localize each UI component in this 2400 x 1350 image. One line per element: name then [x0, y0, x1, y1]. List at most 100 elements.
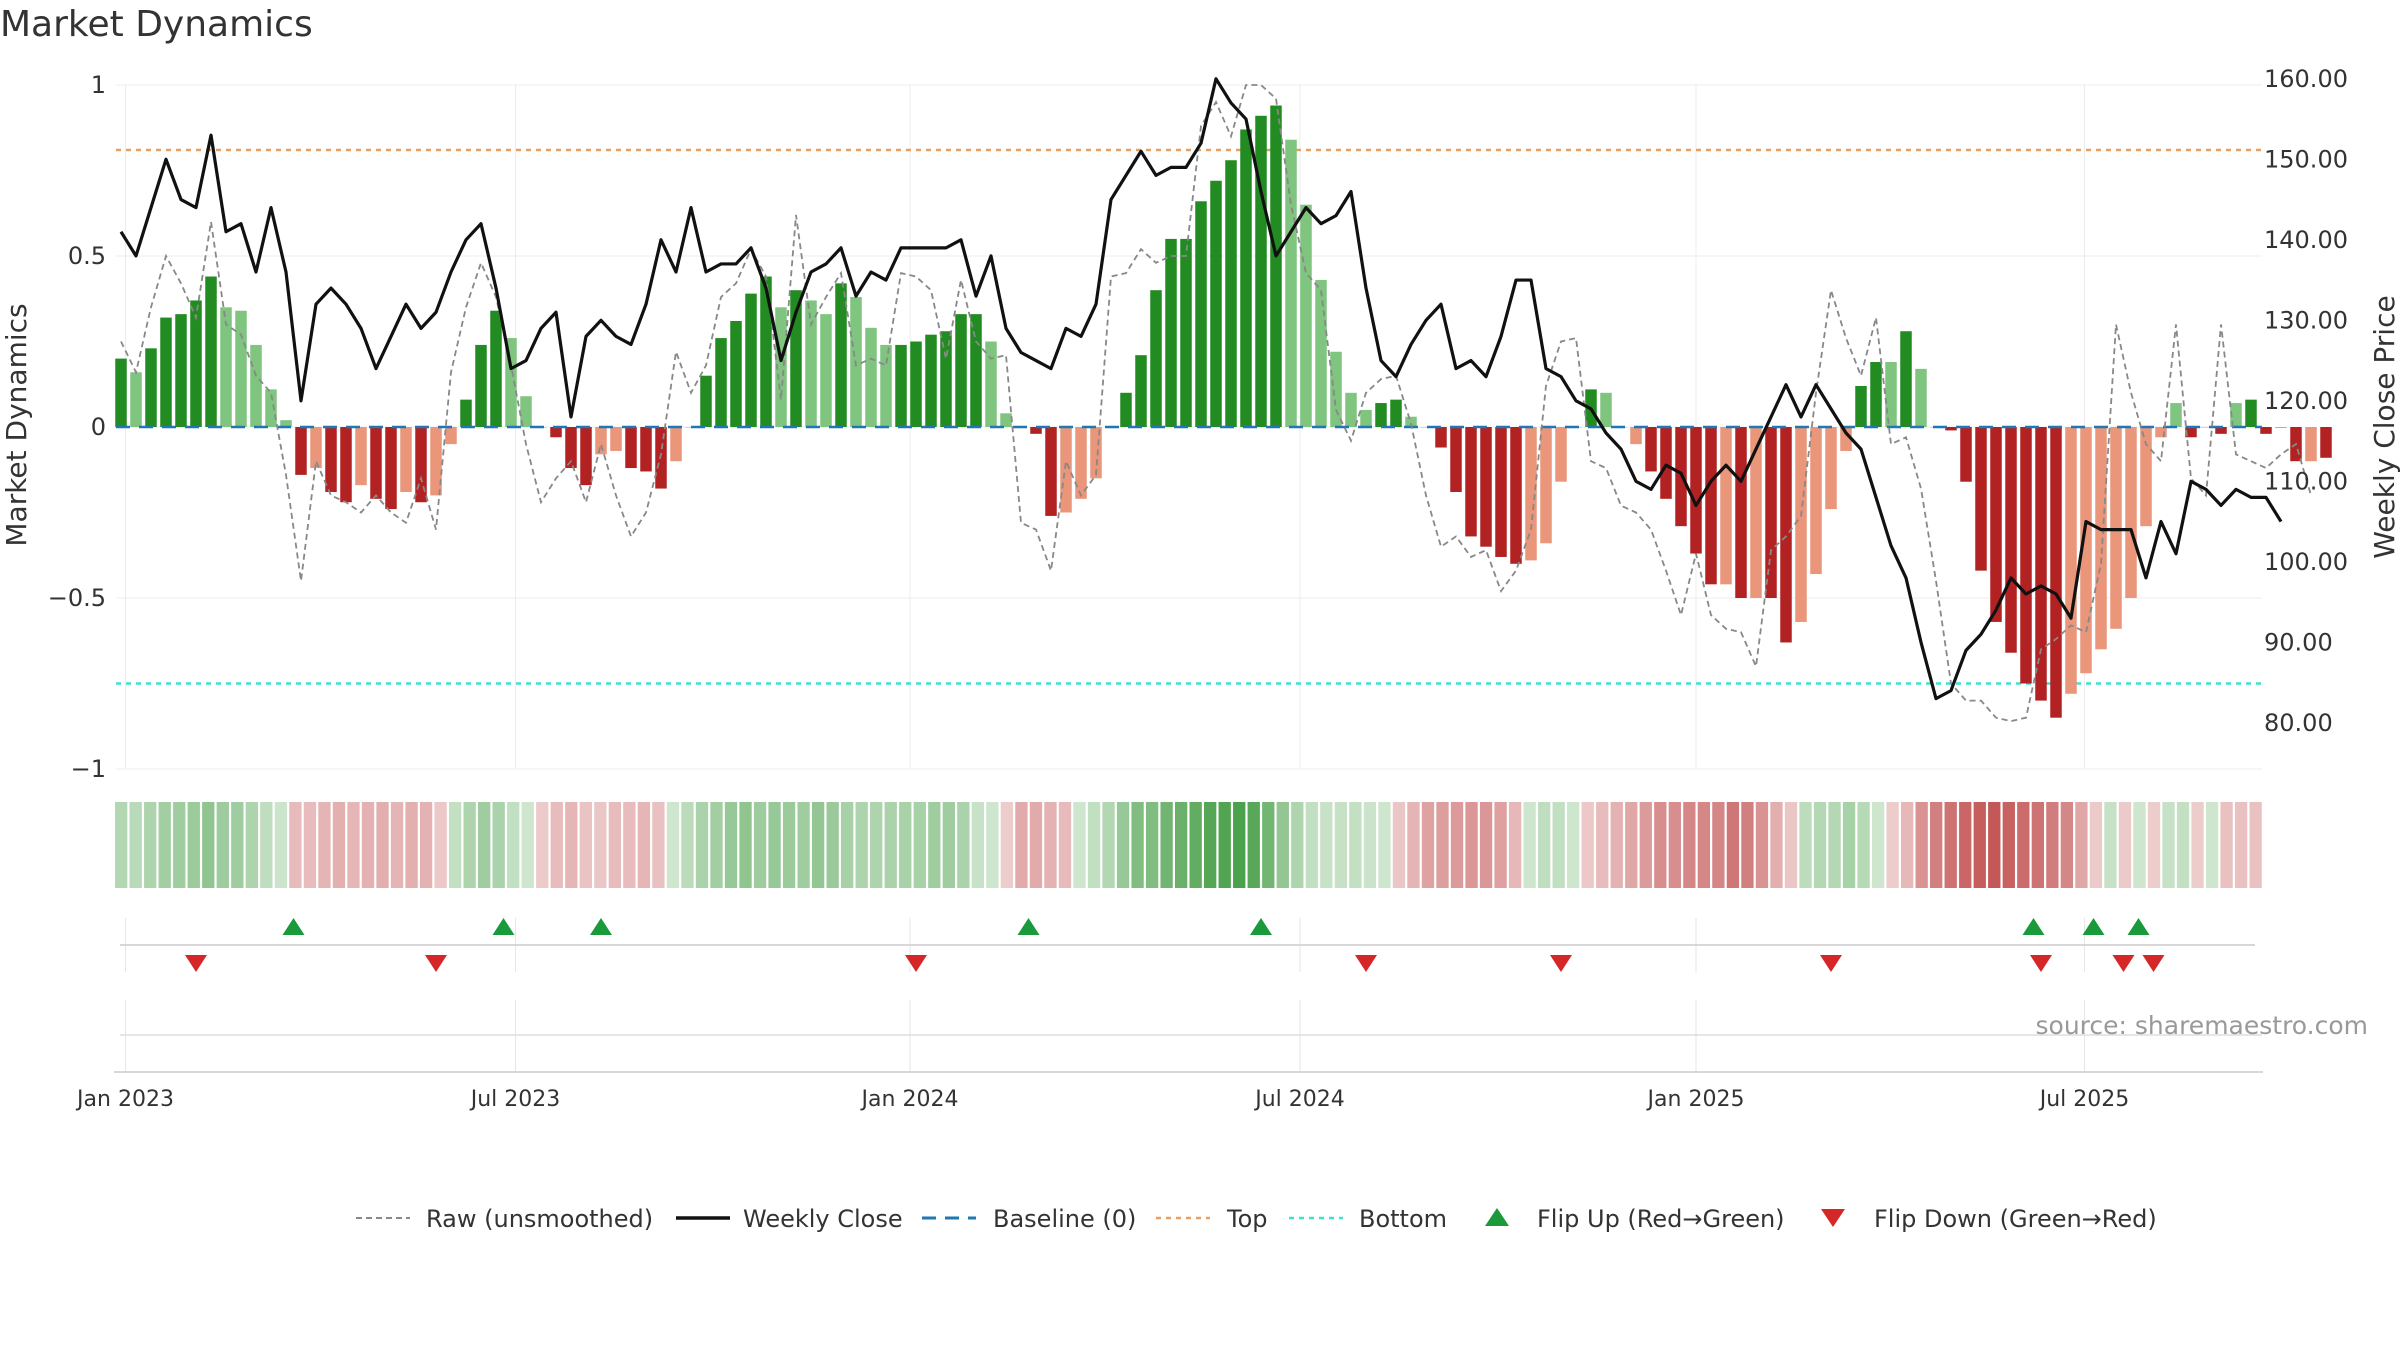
- bar: [1030, 427, 1042, 434]
- flip-down-marker: [425, 955, 447, 972]
- heat-strip-cell: [739, 802, 752, 888]
- bar: [415, 427, 427, 503]
- bar: [700, 375, 712, 427]
- bar: [2260, 427, 2272, 434]
- y-right-tick-label: 150.00: [2264, 145, 2348, 173]
- bar: [2140, 427, 2152, 527]
- heat-strip-cell: [478, 802, 491, 888]
- heat-strip-cell: [347, 802, 360, 888]
- heat-strip-cell: [957, 802, 970, 888]
- bar: [2275, 427, 2287, 428]
- legend-label: Baseline (0): [993, 1205, 1136, 1233]
- heat-strip-cell: [216, 802, 229, 888]
- bar: [730, 320, 742, 427]
- bar: [1540, 427, 1552, 544]
- heat-strip-cell: [1871, 802, 1885, 888]
- heat-strip-cell: [1291, 802, 1304, 888]
- bar: [1345, 392, 1357, 427]
- bar: [610, 427, 622, 451]
- heat-strip-cell: [2133, 802, 2146, 888]
- bar: [955, 314, 967, 427]
- x-tick-label: Jul 2025: [2038, 1087, 2130, 1112]
- heat-strip-cell: [884, 802, 897, 888]
- bar: [2125, 427, 2137, 598]
- heat-strip-cell: [1334, 802, 1348, 888]
- heat-strip-cell: [782, 802, 796, 888]
- legend-label: Bottom: [1359, 1205, 1447, 1233]
- bar: [2005, 427, 2017, 653]
- heat-strip-cell: [710, 802, 723, 888]
- heat-strip-cell: [1218, 802, 1231, 888]
- bar: [265, 389, 277, 427]
- heat-strip-cell: [2075, 802, 2088, 888]
- bar: [1900, 331, 1912, 427]
- bar: [325, 427, 337, 492]
- heat-strip-cell: [2031, 802, 2044, 888]
- heat-strip-cell: [2249, 802, 2262, 888]
- heat-strip-cell: [536, 802, 549, 888]
- flip-down-marker: [1820, 955, 1842, 972]
- x-tick-label: Jan 2024: [860, 1087, 959, 1112]
- heat-strip-cell: [318, 802, 331, 888]
- heat-strip-cell: [1015, 802, 1028, 888]
- heat-strip-cell: [1058, 802, 1072, 888]
- heat-strip-cell: [1102, 802, 1115, 888]
- heat-strip-cell: [681, 802, 694, 888]
- heat-strip-cell: [1000, 802, 1014, 888]
- y-left-axis-label: Market Dynamics: [0, 303, 33, 546]
- heat-strip-cell: [1813, 802, 1827, 888]
- bar: [790, 290, 802, 427]
- flip-down-marker: [2112, 955, 2135, 972]
- bar: [1195, 201, 1207, 427]
- chart-title: Market Dynamics: [0, 4, 313, 45]
- heat-strip-cell: [579, 802, 592, 888]
- heat-strip-cell: [1842, 802, 1856, 888]
- heat-strip-cell: [245, 802, 259, 888]
- bar: [550, 427, 562, 438]
- bar: [820, 314, 832, 427]
- heat-strip-cell: [2162, 802, 2175, 888]
- bar: [970, 314, 982, 427]
- bar: [1885, 362, 1897, 427]
- flip-down-marker: [905, 955, 927, 972]
- heat-strip-cell: [1886, 802, 1899, 888]
- heat-strip-cell: [1407, 802, 1420, 888]
- heat-strip-cell: [2205, 802, 2219, 888]
- heat-strip-cell: [841, 802, 854, 888]
- legend-label: Raw (unsmoothed): [426, 1205, 653, 1233]
- heat-strip-cell: [1654, 802, 1667, 888]
- heat-strip-cell: [550, 802, 563, 888]
- bar: [1720, 427, 1732, 585]
- x-tick-label: Jul 2023: [469, 1087, 561, 1112]
- heat-strip-cell: [1494, 802, 1507, 888]
- bar: [1000, 413, 1012, 427]
- heat-strip-cell: [1625, 802, 1638, 888]
- heat-strip-cell: [1959, 802, 1972, 888]
- heat-strip-cell: [1262, 802, 1275, 888]
- heat-strip-cell: [1450, 802, 1464, 888]
- bar: [1705, 427, 1717, 585]
- flip-down-marker: [2030, 955, 2052, 972]
- heat-strip-cell: [144, 802, 157, 888]
- heat-strip-cell: [274, 802, 288, 888]
- flip-up-marker: [1017, 918, 1040, 935]
- bar: [115, 358, 127, 427]
- heat-strip-cell: [492, 802, 505, 888]
- heat-strip-cell: [390, 802, 404, 888]
- bar: [1285, 139, 1297, 427]
- bar: [1240, 129, 1252, 427]
- bar: [2020, 427, 2032, 684]
- bar: [1180, 238, 1192, 427]
- bar: [1270, 105, 1282, 428]
- heat-strip-cell: [1378, 802, 1391, 888]
- heat-strip-cell: [463, 802, 476, 888]
- bar: [235, 310, 247, 427]
- heat-strip-cell: [1552, 802, 1565, 888]
- y-right-tick-label: 140.00: [2264, 226, 2348, 254]
- heat-strip-cell: [1930, 802, 1943, 888]
- bar: [2230, 403, 2242, 427]
- bar: [1765, 427, 1777, 598]
- bar: [1165, 238, 1177, 427]
- heat-strip-cell: [2060, 802, 2074, 888]
- heat-strip-cell: [594, 802, 607, 888]
